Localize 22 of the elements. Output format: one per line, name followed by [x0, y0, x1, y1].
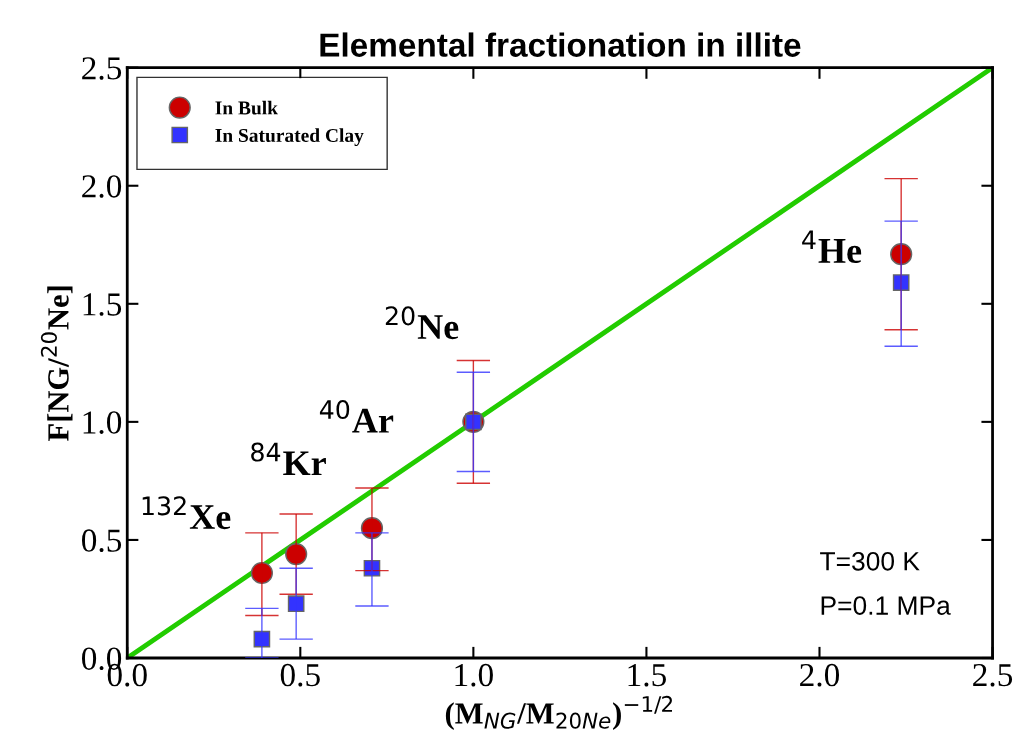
annotation: P=0.1 MPa [821, 596, 951, 615]
x-tick-label: 1.5 [628, 663, 666, 687]
annotation: $^{4}$He [802, 230, 862, 264]
legend-label: In Bulk [215, 100, 278, 115]
y-tick-label: 2.0 [82, 175, 122, 198]
annotation: $^{20}$Ne [385, 306, 459, 340]
chart-title: Elemental fractionation in illite [320, 32, 801, 57]
annotation: $^{84}$Kr [251, 442, 326, 476]
x-axis-title: (M$_{NG}$/M$_{20Ne}$)$^{−1/2}$ [445, 695, 672, 730]
legend-label: In Saturated Clay [215, 128, 364, 147]
y-tick-label: 1.5 [83, 293, 122, 316]
x-tick-label: 0.5 [280, 663, 320, 687]
annotation: T=300 K [820, 551, 920, 571]
y-tick-label: 2.5 [82, 57, 122, 80]
x-tick-label: 1.0 [455, 663, 493, 687]
annotation: $^{40}$Ar [319, 399, 394, 433]
y-axis-title: F[NG/$^{20}$Ne] [40, 286, 73, 441]
x-tick-label: 2.0 [800, 663, 840, 687]
y-tick-label: 1.0 [83, 411, 122, 434]
x-tick-label: 2.5 [973, 663, 1013, 687]
y-tick-label: 0.5 [81, 529, 122, 552]
annotation: $^{132}$Xe [142, 496, 231, 530]
